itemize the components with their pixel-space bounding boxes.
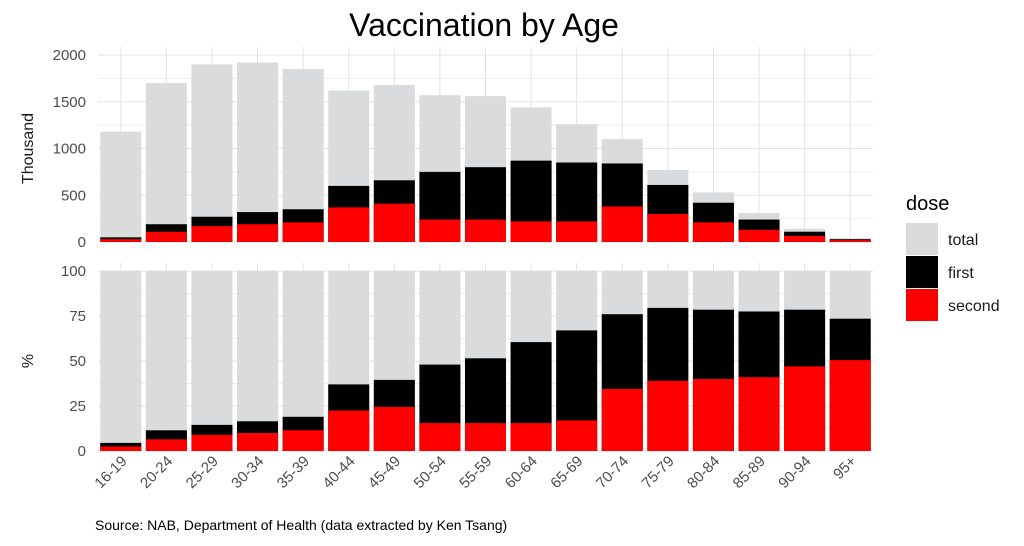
- x-tick-label: 75-79: [639, 453, 678, 492]
- bar-second-55-59: [464, 219, 507, 242]
- y-tick-label: 1500: [53, 94, 86, 111]
- bar-second-20-24: [145, 231, 187, 242]
- legend-key-second: [906, 289, 938, 321]
- x-tick-label: 70-74: [593, 453, 632, 492]
- x-tick-label: 65-69: [547, 453, 586, 492]
- y-tick-label: 50: [69, 353, 86, 370]
- x-axis-ticks: 16-19 20-24 25-29 30-34 35-39 40-44 45-49 50-54…: [91, 453, 860, 492]
- bar-second-85-89: [738, 377, 780, 451]
- y-tick-label: 75: [69, 308, 86, 325]
- panel-2: 0 25 50 75 100%: [20, 263, 873, 460]
- bar-second-60-64: [510, 423, 552, 451]
- panel-1: 0 500 1000 1500 2000 Thousand: [20, 47, 873, 251]
- bar-second-85-89: [738, 229, 780, 242]
- legend: dose total first second: [906, 193, 1000, 321]
- y-axis-title: %: [20, 354, 37, 368]
- x-tick-label: 30-34: [228, 453, 267, 492]
- x-tick-label: 80-84: [684, 453, 723, 492]
- bar-second-50-54: [419, 219, 461, 242]
- bar-second-80-84: [692, 222, 734, 242]
- bar-second-90-94: [784, 235, 826, 242]
- y-tick-label: 0: [78, 234, 86, 251]
- x-tick-label: 20-24: [137, 453, 176, 492]
- x-tick-label: 90-94: [775, 453, 814, 492]
- bar-second-50-54: [419, 423, 461, 451]
- x-tick-label: 40-44: [319, 453, 358, 492]
- bar-second-60-64: [510, 221, 552, 242]
- y-tick-label: 100: [61, 263, 86, 280]
- y-tick-label: 0: [78, 443, 86, 460]
- bar-second-45-49: [373, 203, 415, 242]
- x-tick-label: 16-19: [91, 453, 130, 492]
- bar-second-70-74: [601, 206, 643, 242]
- bar-second-65-69: [556, 221, 598, 242]
- series-second: [100, 360, 871, 451]
- bar-total-16-19: [100, 271, 142, 451]
- bar-total-25-29: [191, 271, 233, 451]
- bar-second-80-84: [692, 379, 734, 451]
- x-tick-label: 95+: [830, 453, 860, 483]
- bar-second-40-44: [328, 207, 370, 242]
- x-tick-label: 45-49: [365, 453, 404, 492]
- bar-second-70-74: [601, 388, 643, 451]
- y-tick-label: 25: [69, 398, 86, 415]
- bar-total-16-19: [100, 131, 142, 242]
- bar-second-30-34: [237, 433, 279, 451]
- bar-total-25-29: [191, 64, 233, 242]
- bar-second-45-49: [373, 406, 415, 451]
- x-tick-label: 25-29: [183, 453, 222, 492]
- y-tick-label: 1000: [53, 141, 86, 158]
- bar-total-20-24: [145, 271, 187, 451]
- legend-label-total: total: [948, 232, 978, 249]
- x-tick-label: 55-59: [456, 453, 495, 492]
- bar-second-16-19: [100, 239, 142, 242]
- bar-second-35-39: [282, 430, 324, 451]
- bar-second-65-69: [556, 420, 598, 451]
- bar-second-16-19: [100, 446, 142, 451]
- bar-second-90-94: [784, 366, 826, 451]
- caption: Source: NAB, Department of Health (data …: [95, 517, 507, 533]
- legend-label-second: second: [948, 298, 1000, 315]
- legend-label-first: first: [948, 265, 974, 282]
- bar-second-25-29: [191, 226, 233, 242]
- bar-total-30-34: [237, 271, 279, 451]
- legend-key-first: [906, 256, 938, 288]
- bar-second-95+: [829, 360, 871, 451]
- bar-second-40-44: [328, 410, 370, 451]
- y-axis-title: Thousand: [20, 113, 37, 184]
- x-tick-label: 60-64: [502, 453, 541, 492]
- x-tick-label: 35-39: [274, 453, 313, 492]
- bar-second-75-79: [647, 380, 689, 451]
- bar-second-20-24: [145, 439, 187, 451]
- x-tick-label: 85-89: [730, 453, 769, 492]
- chart-panels: 0 500 1000 1500 2000 Thousand 0 25 50 75 100%: [20, 47, 873, 460]
- legend-title: dose: [906, 193, 949, 215]
- bar-second-35-39: [282, 222, 324, 242]
- y-tick-label: 2000: [53, 47, 86, 64]
- bar-second-25-29: [191, 434, 233, 451]
- legend-key-total: [906, 223, 938, 255]
- y-tick-label: 500: [61, 187, 86, 204]
- bar-second-75-79: [647, 213, 689, 242]
- x-tick-label: 50-54: [411, 453, 450, 492]
- bar-second-30-34: [237, 224, 279, 242]
- bar-second-55-59: [464, 423, 507, 451]
- series-second: [100, 203, 871, 242]
- chart-title: Vaccination by Age: [349, 7, 619, 43]
- bar-second-95+: [829, 240, 871, 242]
- bar-total-20-24: [145, 83, 187, 242]
